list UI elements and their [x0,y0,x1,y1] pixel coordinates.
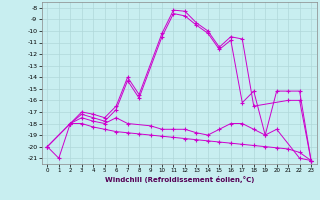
X-axis label: Windchill (Refroidissement éolien,°C): Windchill (Refroidissement éolien,°C) [105,176,254,183]
